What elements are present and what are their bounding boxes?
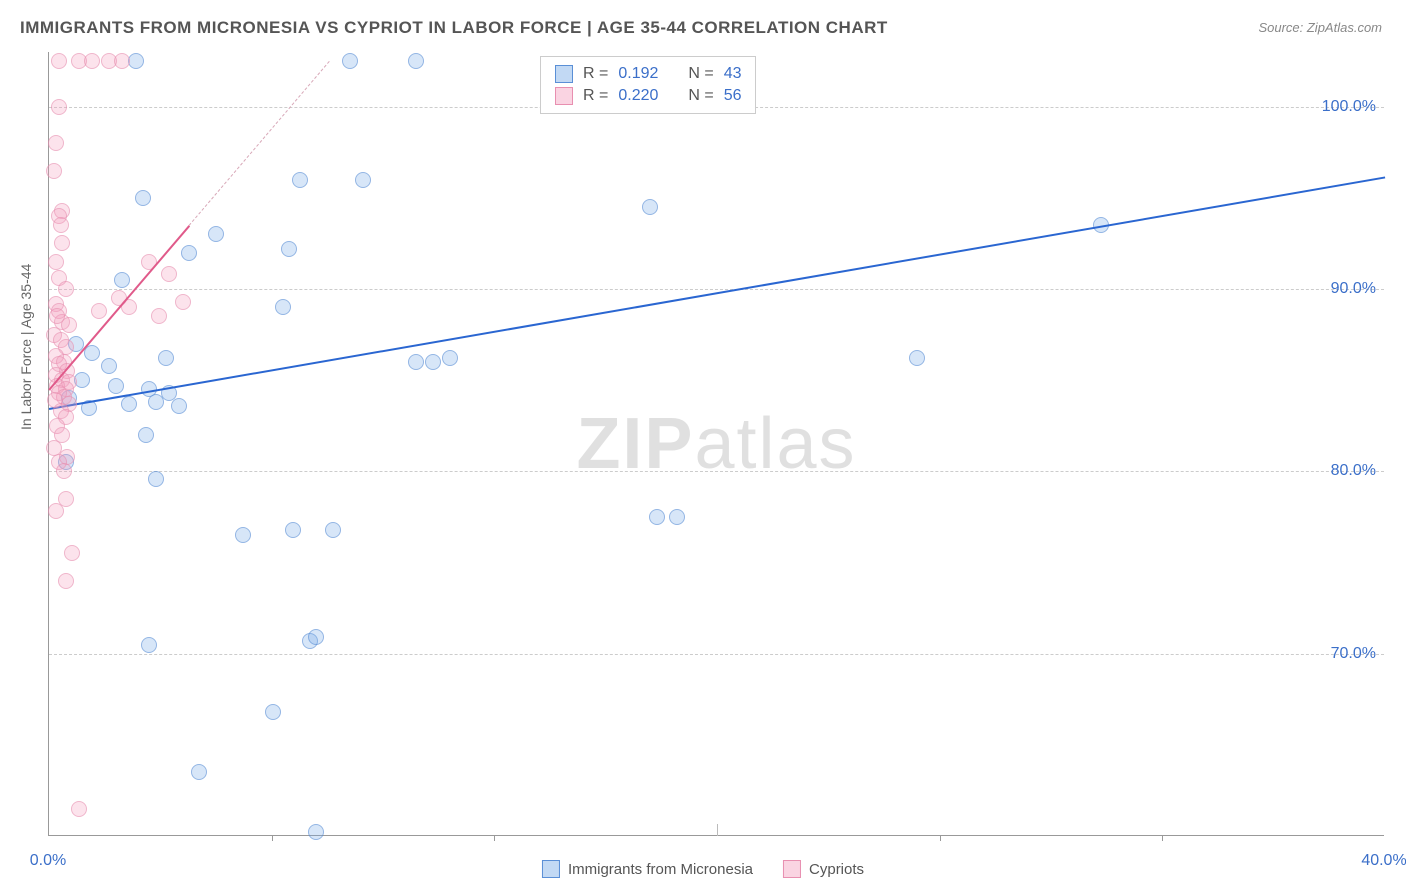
- data-point: [64, 545, 80, 561]
- stats-legend-row: R = 0.192 N = 43: [555, 63, 741, 85]
- x-tick-label: 40.0%: [1361, 852, 1406, 870]
- data-point: [56, 463, 72, 479]
- data-point: [281, 241, 297, 257]
- gridline-horizontal: [49, 289, 1384, 290]
- chart-title: IMMIGRANTS FROM MICRONESIA VS CYPRIOT IN…: [20, 18, 888, 38]
- data-point: [148, 394, 164, 410]
- trend-line: [49, 176, 1385, 410]
- legend-swatch: [555, 65, 573, 83]
- x-tick-label: 0.0%: [30, 852, 66, 870]
- data-point: [58, 573, 74, 589]
- data-point: [308, 629, 324, 645]
- data-point: [114, 272, 130, 288]
- data-point: [158, 350, 174, 366]
- data-point: [235, 527, 251, 543]
- data-point: [649, 509, 665, 525]
- data-point: [54, 235, 70, 251]
- stat-r-label: R =: [583, 65, 608, 83]
- data-point: [285, 522, 301, 538]
- data-point: [208, 226, 224, 242]
- data-point: [669, 509, 685, 525]
- data-point: [408, 354, 424, 370]
- stat-n-label: N =: [688, 87, 713, 105]
- data-point: [355, 172, 371, 188]
- y-axis-label: In Labor Force | Age 35-44: [18, 264, 34, 430]
- data-point: [191, 764, 207, 780]
- legend-swatch: [783, 860, 801, 878]
- data-point: [114, 53, 130, 69]
- gridline-horizontal: [49, 471, 1384, 472]
- data-point: [138, 427, 154, 443]
- data-point: [148, 471, 164, 487]
- data-point: [91, 303, 107, 319]
- data-point: [121, 396, 137, 412]
- y-tick-label: 90.0%: [1331, 280, 1376, 298]
- x-minor-tick: [940, 835, 941, 841]
- data-point: [48, 135, 64, 151]
- data-point: [408, 53, 424, 69]
- x-minor-tick: [272, 835, 273, 841]
- stat-r-value: 0.220: [618, 87, 678, 105]
- data-point: [141, 637, 157, 653]
- data-point: [161, 266, 177, 282]
- stat-n-label: N =: [688, 65, 713, 83]
- chart-source: Source: ZipAtlas.com: [1258, 20, 1382, 35]
- data-point: [101, 358, 117, 374]
- stat-n-value: 43: [724, 65, 742, 83]
- data-point: [58, 281, 74, 297]
- trend-line-dashed: [189, 61, 330, 226]
- data-point: [53, 217, 69, 233]
- data-point: [48, 254, 64, 270]
- data-point: [909, 350, 925, 366]
- y-tick-label: 100.0%: [1322, 98, 1376, 116]
- bottom-legend-item: Cypriots: [783, 860, 864, 878]
- data-point: [108, 378, 124, 394]
- data-point: [84, 53, 100, 69]
- data-point: [51, 53, 67, 69]
- data-point: [181, 245, 197, 261]
- data-point: [61, 317, 77, 333]
- data-point: [46, 163, 62, 179]
- stats-legend: R = 0.192 N = 43 R = 0.220 N = 56: [540, 56, 756, 114]
- data-point: [642, 199, 658, 215]
- trend-line: [48, 226, 190, 391]
- gridline-horizontal: [49, 654, 1384, 655]
- data-point: [135, 190, 151, 206]
- data-point: [71, 801, 87, 817]
- bottom-legend: Immigrants from Micronesia Cypriots: [542, 860, 864, 878]
- legend-swatch: [555, 87, 573, 105]
- data-point: [425, 354, 441, 370]
- y-tick-label: 70.0%: [1331, 645, 1376, 663]
- data-point: [48, 503, 64, 519]
- x-minor-tick: [494, 835, 495, 841]
- stats-legend-row: R = 0.220 N = 56: [555, 85, 741, 107]
- data-point: [171, 398, 187, 414]
- y-tick-label: 80.0%: [1331, 462, 1376, 480]
- legend-swatch: [542, 860, 560, 878]
- data-point: [308, 824, 324, 840]
- gridline-vertical: [717, 824, 718, 836]
- legend-label: Immigrants from Micronesia: [568, 861, 753, 878]
- stat-r-label: R =: [583, 87, 608, 105]
- data-point: [292, 172, 308, 188]
- stat-n-value: 56: [724, 87, 742, 105]
- data-point: [51, 99, 67, 115]
- data-point: [342, 53, 358, 69]
- chart-container: IMMIGRANTS FROM MICRONESIA VS CYPRIOT IN…: [0, 0, 1406, 892]
- data-point: [442, 350, 458, 366]
- data-point: [151, 308, 167, 324]
- plot-area: ZIPatlas: [48, 52, 1384, 836]
- data-point: [275, 299, 291, 315]
- bottom-legend-item: Immigrants from Micronesia: [542, 860, 753, 878]
- data-point: [325, 522, 341, 538]
- x-minor-tick: [1162, 835, 1163, 841]
- legend-label: Cypriots: [809, 861, 864, 878]
- data-point: [175, 294, 191, 310]
- stat-r-value: 0.192: [618, 65, 678, 83]
- data-point: [265, 704, 281, 720]
